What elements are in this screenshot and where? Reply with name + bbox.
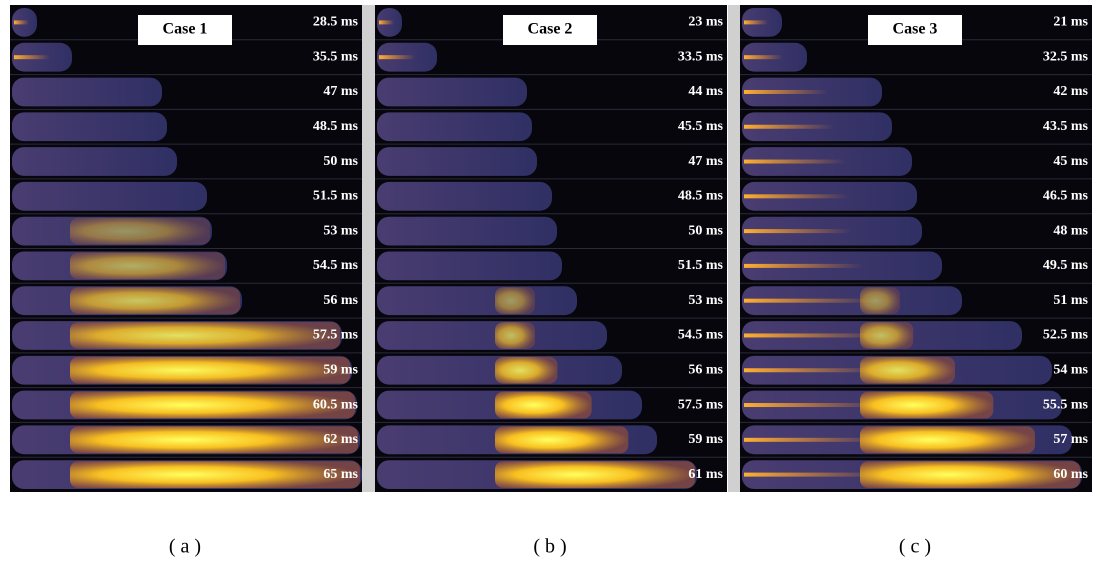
time-label: 49.5 ms [1043, 258, 1089, 273]
jet-core [14, 55, 50, 59]
time-label: 44 ms [688, 84, 723, 99]
time-label: 60.5 ms [313, 397, 359, 412]
time-label: 65 ms [323, 467, 358, 482]
jet-core [379, 20, 394, 24]
time-label: 50 ms [688, 223, 723, 238]
jet-body [12, 112, 167, 141]
jet-core [744, 194, 849, 198]
case-title: Case 2 [528, 21, 573, 38]
time-label: 57.5 ms [313, 328, 359, 343]
time-label: 54 ms [1053, 362, 1088, 377]
jet-core [744, 125, 834, 129]
flame [495, 392, 592, 419]
time-label: 21 ms [1053, 15, 1088, 30]
time-label: 57.5 ms [678, 397, 724, 412]
time-label: 45.5 ms [678, 119, 724, 134]
panel-caption: ( a ) [169, 536, 201, 558]
jet-core [744, 160, 846, 164]
flame [70, 253, 225, 280]
jet-core [744, 299, 876, 303]
panel-gap [362, 5, 375, 492]
flame [860, 461, 1080, 488]
flame [860, 357, 955, 384]
time-label: 48.5 ms [678, 189, 724, 204]
jet-body [377, 147, 537, 176]
jet-body [377, 321, 607, 350]
figure: 28.5 ms 35.5 ms 47 ms 48.5 ms 50 ms 51.5 ms 53… [0, 0, 1094, 563]
time-label: 59 ms [323, 362, 358, 377]
jet-body [377, 78, 527, 107]
flame [860, 392, 993, 419]
flame [860, 426, 1035, 453]
jet-core [744, 55, 783, 59]
jet-body [377, 217, 557, 246]
panel-caption: ( b ) [533, 536, 566, 558]
time-label: 42 ms [1053, 84, 1088, 99]
panel-gap [728, 5, 740, 492]
time-label: 32.5 ms [1043, 49, 1089, 64]
flame [70, 357, 350, 384]
jet-body [377, 182, 552, 211]
jet-core [744, 90, 828, 94]
jet-core [379, 55, 415, 59]
time-label: 51 ms [1053, 293, 1088, 308]
jet-core [14, 20, 29, 24]
time-label: 35.5 ms [313, 49, 359, 64]
flame [495, 461, 695, 488]
jet-core [744, 20, 768, 24]
time-label: 56 ms [688, 362, 723, 377]
jet-body [377, 286, 577, 315]
time-label: 61 ms [688, 467, 723, 482]
time-label: 47 ms [323, 84, 358, 99]
time-label: 59 ms [688, 432, 723, 447]
flame [495, 426, 628, 453]
time-label: 57 ms [1053, 432, 1088, 447]
jet-body [12, 78, 162, 107]
jet-core [744, 229, 852, 233]
case-title: Case 1 [163, 21, 208, 38]
flame [70, 218, 210, 245]
time-label: 46.5 ms [1043, 189, 1089, 204]
flame [70, 322, 340, 349]
panel-caption: ( c ) [899, 536, 931, 558]
time-label: 43.5 ms [1043, 119, 1089, 134]
time-label: 28.5 ms [313, 15, 359, 30]
flame [860, 322, 913, 349]
time-label: 53 ms [688, 293, 723, 308]
time-label: 47 ms [688, 154, 723, 169]
time-label: 60 ms [1053, 467, 1088, 482]
time-label: 51.5 ms [678, 258, 724, 273]
jet-body [12, 182, 207, 211]
time-label: 56 ms [323, 293, 358, 308]
time-label: 45 ms [1053, 154, 1088, 169]
time-label: 23 ms [688, 15, 723, 30]
time-label: 48.5 ms [313, 119, 359, 134]
flame [70, 461, 360, 488]
flame [495, 357, 558, 384]
time-label: 48 ms [1053, 223, 1088, 238]
jet-core [744, 264, 864, 268]
jet-body [377, 252, 562, 281]
time-label: 54.5 ms [678, 328, 724, 343]
time-label: 54.5 ms [313, 258, 359, 273]
time-label: 33.5 ms [678, 49, 724, 64]
time-label: 50 ms [323, 154, 358, 169]
time-label: 62 ms [323, 432, 358, 447]
case-title: Case 3 [893, 21, 938, 38]
time-label: 53 ms [323, 223, 358, 238]
jet-body [377, 112, 532, 141]
flame [860, 287, 900, 314]
flame [70, 426, 358, 453]
jet-body [12, 147, 177, 176]
flame [70, 287, 240, 314]
time-label: 55.5 ms [1043, 397, 1089, 412]
flame [495, 322, 535, 349]
flame [495, 287, 535, 314]
time-label: 52.5 ms [1043, 328, 1089, 343]
time-label: 51.5 ms [313, 189, 359, 204]
